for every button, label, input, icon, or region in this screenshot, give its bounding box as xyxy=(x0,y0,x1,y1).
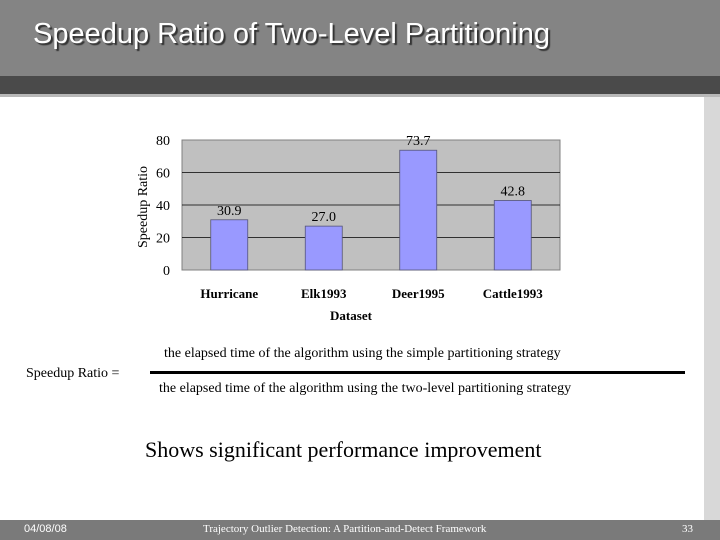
x-tick-label: Deer1995 xyxy=(392,286,445,301)
title-divider-highlight xyxy=(0,94,720,97)
y-tick-label: 0 xyxy=(163,264,170,279)
bar xyxy=(304,225,343,271)
y-axis-title: Speedup Ratio xyxy=(136,166,151,248)
y-tick-label: 60 xyxy=(156,167,170,182)
bar-value-label: 30.9 xyxy=(217,204,242,219)
x-tick-label: Cattle1993 xyxy=(483,286,543,301)
bar-value-label: 42.8 xyxy=(501,184,526,199)
x-tick-label: Hurricane xyxy=(200,286,258,301)
speedup-bar-chart: 30.9 27.0 73.7 42.8 0 20 40 60 80 Hurricane Elk1… xyxy=(136,134,561,323)
footer-bar: 04/08/08 Trajectory Outlier Detection: A… xyxy=(0,520,720,540)
formula-label: Speedup Ratio = xyxy=(26,366,120,381)
x-axis-title: Dataset xyxy=(330,308,373,323)
value-labels: 30.9 27.0 73.7 42.8 xyxy=(217,134,525,225)
x-tick-label: Elk1993 xyxy=(301,286,347,301)
formula-denominator: the elapsed time of the algorithm using … xyxy=(159,381,572,396)
y-tick-label: 40 xyxy=(156,199,170,214)
bar-value-label: 27.0 xyxy=(312,210,337,225)
bar-value-label: 73.7 xyxy=(406,134,431,149)
y-tick-label: 80 xyxy=(156,134,170,149)
bar xyxy=(210,219,249,271)
title-divider xyxy=(0,76,720,94)
footer-title: Trajectory Outlier Detection: A Partitio… xyxy=(203,523,487,535)
bars xyxy=(210,149,532,271)
slide-title: Speedup Ratio of Two-Level Partitioning xyxy=(33,18,550,50)
right-edge-shade xyxy=(704,97,720,520)
fraction-bar xyxy=(150,371,685,374)
title-bar: Speedup Ratio of Two-Level Partitioning xyxy=(0,0,720,76)
bar xyxy=(399,149,438,271)
x-tick-labels: Hurricane Elk1993 Deer1995 Cattle1993 xyxy=(200,286,543,301)
bar xyxy=(493,200,532,271)
y-tick-labels: 0 20 40 60 80 xyxy=(156,134,170,279)
conclusion-text: Shows significant performance improvemen… xyxy=(145,437,542,462)
footer-date: 04/08/08 xyxy=(24,523,67,535)
page-number: 33 xyxy=(682,523,693,535)
y-tick-label: 20 xyxy=(156,232,170,247)
formula-numerator: the elapsed time of the algorithm using … xyxy=(164,346,561,361)
